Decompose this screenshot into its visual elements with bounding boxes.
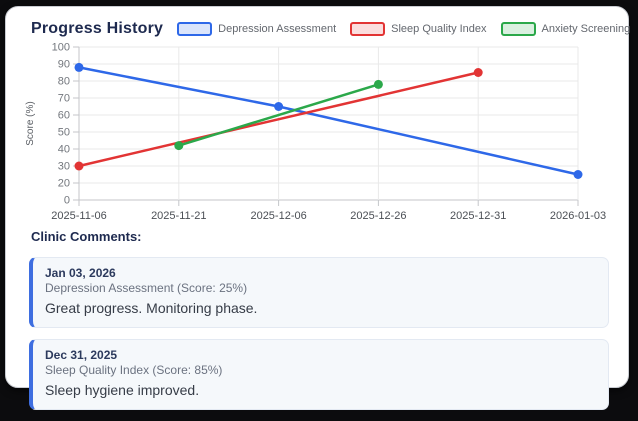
- data-point[interactable]: [74, 161, 84, 171]
- y-tick-label: 100: [52, 42, 70, 54]
- data-point[interactable]: [274, 102, 284, 111]
- comment-card-1: Dec 31, 2025 Sleep Quality Index (Score: …: [29, 339, 609, 410]
- comment-card-0: Jan 03, 2026 Depression Assessment (Score…: [29, 257, 609, 328]
- clinic-comments-heading: Clinic Comments:: [31, 229, 142, 244]
- y-axis-title: Score (%): [25, 101, 36, 145]
- comment-meta: Depression Assessment (Score: 25%): [45, 281, 248, 295]
- main-panel: Progress History Depression Assessment Sl…: [5, 6, 630, 410]
- comment-text: Great progress. Monitoring phase.: [45, 300, 258, 316]
- y-tick-label: 60: [58, 110, 70, 122]
- y-tick-label: 90: [58, 59, 70, 71]
- comment-meta: Sleep Quality Index (Score: 85%): [45, 363, 223, 377]
- series-line: [177, 83, 380, 147]
- x-tick-label: 2025-12-06: [250, 210, 306, 222]
- chart-legend: Depression Assessment Sleep Quality Index…: [177, 22, 630, 36]
- legend-item-0[interactable]: Depression Assessment: [177, 22, 336, 36]
- x-tick-label: 2025-11-06: [51, 210, 106, 222]
- legend-swatch-icon: [500, 22, 536, 36]
- series-line: [77, 66, 580, 176]
- data-point[interactable]: [373, 79, 383, 89]
- y-tick-label: 0: [64, 195, 70, 207]
- data-point[interactable]: [473, 68, 483, 77]
- legend-label: Anxiety Screening: [541, 23, 631, 35]
- chart-area[interactable]: 100 90 80 70 60 50 40 30 20 0 2025-11-06 2025-11-21…: [6, 41, 628, 223]
- y-tick-label: 50: [58, 127, 70, 139]
- data-point[interactable]: [573, 170, 583, 179]
- progress-history-chart[interactable]: 100 90 80 70 60 50 40 30 20 0 2025-11-06 2025-11-21…: [6, 41, 628, 223]
- y-tick-label: 20: [58, 178, 70, 190]
- legend-label: Sleep Quality Index: [391, 23, 487, 35]
- chart-header: Progress History Depression Assessment Sl…: [31, 16, 630, 42]
- page-title: Progress History: [31, 20, 164, 37]
- y-tick-label: 30: [58, 161, 70, 173]
- legend-item-1[interactable]: Sleep Quality Index: [350, 22, 487, 36]
- x-tick-label: 2025-12-31: [450, 210, 506, 222]
- legend-label: Depression Assessment: [218, 23, 337, 35]
- y-tick-label: 40: [58, 144, 70, 156]
- clinic-comments-section: Clinic Comments: Jan 03, 2026 Depression …: [29, 229, 609, 421]
- comment-text: Sleep hygiene improved.: [45, 382, 200, 398]
- comment-list: Jan 03, 2026 Depression Assessment (Score…: [29, 257, 609, 410]
- legend-swatch-icon: [350, 22, 386, 36]
- comment-date: Jan 03, 2026: [45, 266, 116, 280]
- comment-date: Dec 31, 2025: [45, 348, 118, 362]
- series-line: [77, 71, 480, 168]
- x-tick-label: 2025-12-26: [350, 210, 406, 222]
- data-point[interactable]: [174, 141, 184, 151]
- x-tick-label: 2026-01-03: [550, 210, 606, 222]
- data-point[interactable]: [74, 62, 84, 72]
- legend-swatch-icon: [177, 22, 213, 36]
- legend-item-2[interactable]: Anxiety Screening: [500, 22, 631, 36]
- y-tick-label: 70: [58, 93, 70, 105]
- y-tick-label: 80: [58, 76, 70, 88]
- x-tick-label: 2025-11-21: [151, 210, 206, 222]
